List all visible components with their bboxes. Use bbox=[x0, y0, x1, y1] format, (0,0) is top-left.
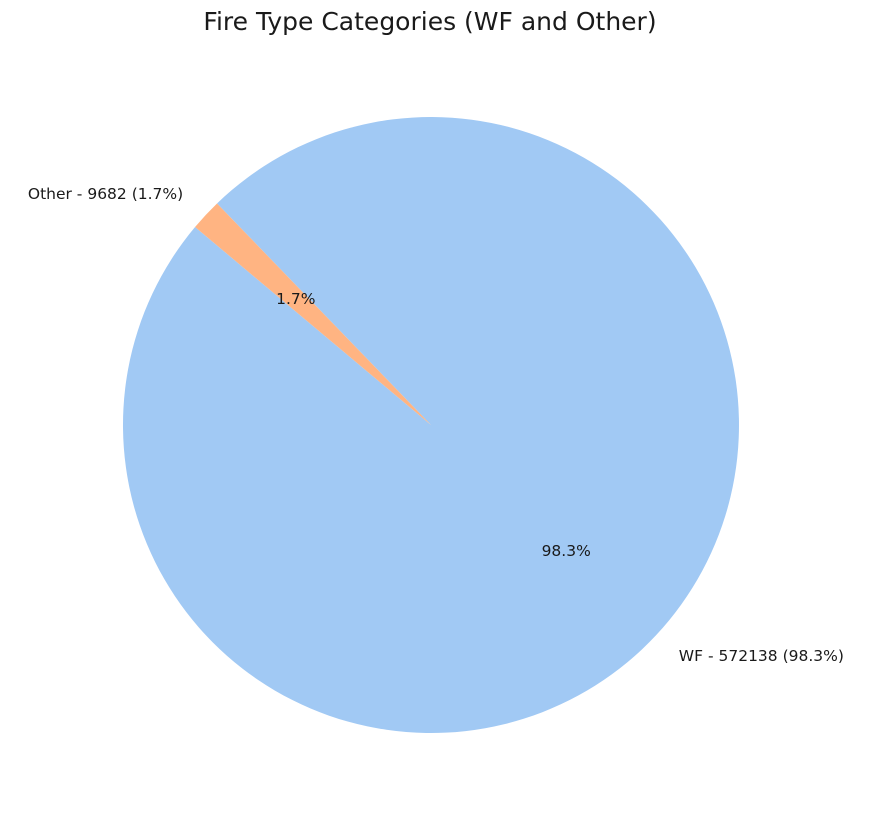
pie-slice-wf bbox=[122, 117, 739, 734]
slice-pct-wf: 98.3% bbox=[542, 542, 591, 560]
slice-label-wf: WF - 572138 (98.3%) bbox=[679, 647, 844, 665]
pie-labels: WF - 572138 (98.3%) 98.3% Other - 9682 (1.… bbox=[28, 185, 844, 665]
slice-label-other: Other - 9682 (1.7%) bbox=[28, 185, 183, 203]
slice-pct-other: 1.7% bbox=[276, 290, 315, 308]
pie-slice-other bbox=[195, 203, 431, 425]
pie-slices bbox=[122, 117, 739, 734]
chart-title: Fire Type Categories (WF and Other) bbox=[203, 7, 656, 36]
